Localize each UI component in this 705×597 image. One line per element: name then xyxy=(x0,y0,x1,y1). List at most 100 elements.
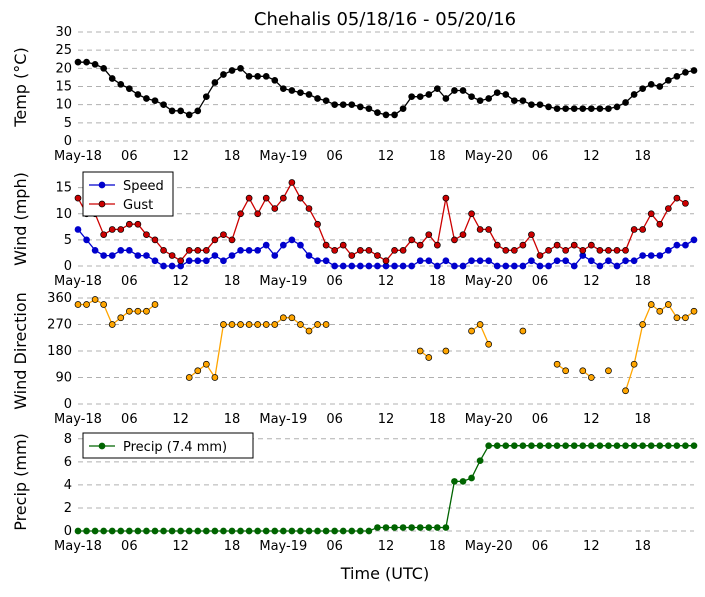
data-point-precip xyxy=(545,442,552,450)
data-point-gust xyxy=(143,231,150,239)
legend-label-precip: Precip (7.4 mm) xyxy=(123,440,227,455)
data-point-speed xyxy=(587,257,595,265)
data-point-precip xyxy=(314,527,321,535)
y-tick-label: 10 xyxy=(55,207,72,222)
legend-box xyxy=(82,171,174,217)
panel-4: 0 2 4 6 8 May-18 06 12 18 May-19 06 12 18 May-20 06 12 1… xyxy=(11,432,698,554)
data-point-temp xyxy=(391,111,398,119)
x-tick-label: 18 xyxy=(634,539,651,554)
data-point-direction xyxy=(416,347,424,355)
data-point-direction xyxy=(425,354,433,361)
data-point-temp xyxy=(356,103,364,111)
data-point-precip xyxy=(408,524,416,531)
data-point-precip xyxy=(562,442,570,450)
data-point-temp xyxy=(254,72,262,80)
data-point-gust xyxy=(451,236,458,244)
data-point-precip xyxy=(459,478,467,485)
data-point-speed xyxy=(502,262,510,270)
data-point-precip xyxy=(502,442,510,450)
x-tick-label: May-19 xyxy=(259,412,307,427)
data-point-precip xyxy=(125,527,133,535)
data-point-gust xyxy=(579,246,587,254)
data-point-gust xyxy=(348,252,356,259)
data-point-direction xyxy=(228,321,236,328)
x-tick-label: May-19 xyxy=(259,149,307,164)
data-point-precip xyxy=(288,527,296,535)
data-point-temp xyxy=(579,105,587,113)
data-point-precip xyxy=(536,442,544,450)
y-tick-label: 10 xyxy=(55,98,72,113)
x-tick-label: 12 xyxy=(378,274,395,289)
data-point-precip xyxy=(202,527,210,535)
x-tick-label: 06 xyxy=(532,274,549,289)
data-point-speed xyxy=(553,257,561,265)
legend-marker-precip xyxy=(98,442,106,450)
data-point-temp xyxy=(143,95,150,102)
data-point-speed xyxy=(262,241,270,249)
data-point-gust xyxy=(125,220,133,228)
data-point-gust xyxy=(639,226,647,233)
x-tick-label: May-19 xyxy=(259,274,307,289)
x-tick-label: 18 xyxy=(634,412,651,427)
data-point-precip xyxy=(485,442,493,450)
data-point-temp xyxy=(613,103,621,111)
data-point-gust xyxy=(408,236,416,244)
data-point-direction xyxy=(91,296,99,303)
data-point-gust xyxy=(553,241,561,249)
data-point-gust xyxy=(528,231,535,239)
data-point-direction xyxy=(605,367,612,375)
data-point-temp xyxy=(647,80,655,88)
data-point-speed xyxy=(664,246,672,254)
data-point-temp xyxy=(605,105,612,113)
data-point-precip xyxy=(134,527,142,535)
data-point-precip xyxy=(331,527,339,535)
data-point-speed xyxy=(288,236,296,244)
data-point-temp xyxy=(476,97,484,105)
data-point-gust xyxy=(425,231,433,239)
x-tick-label: 06 xyxy=(121,412,138,427)
data-point-temp xyxy=(91,60,99,68)
data-point-speed xyxy=(613,262,621,270)
data-point-speed xyxy=(74,226,82,233)
x-axis-label: Time (UTC) xyxy=(340,564,429,583)
x-tick-label: 18 xyxy=(429,149,446,164)
data-point-precip xyxy=(570,442,578,450)
data-point-direction xyxy=(237,321,244,328)
y-tick-label: 15 xyxy=(55,80,72,95)
data-point-direction xyxy=(202,360,210,368)
x-tick-label: 12 xyxy=(172,149,189,164)
data-point-temp xyxy=(100,64,108,72)
data-point-direction xyxy=(630,360,638,368)
data-point-precip xyxy=(596,442,604,450)
data-point-precip xyxy=(493,442,501,450)
data-point-precip xyxy=(391,524,398,531)
data-point-speed xyxy=(185,257,193,265)
data-point-speed xyxy=(459,262,467,270)
data-point-speed xyxy=(519,262,527,270)
data-point-temp xyxy=(639,85,647,93)
data-point-speed xyxy=(485,257,493,265)
data-point-speed xyxy=(510,262,518,270)
data-point-precip xyxy=(271,527,279,535)
data-point-speed xyxy=(279,241,287,249)
data-point-speed xyxy=(194,257,202,265)
data-point-speed xyxy=(108,252,116,259)
data-point-temp xyxy=(108,75,116,82)
x-tick-label: 06 xyxy=(326,539,343,554)
data-point-temp xyxy=(74,58,82,66)
data-point-precip xyxy=(365,527,373,535)
data-point-temp xyxy=(416,93,424,101)
x-tick-label: 06 xyxy=(326,412,343,427)
data-point-temp xyxy=(237,64,244,72)
data-point-direction xyxy=(143,307,150,315)
data-point-direction xyxy=(134,307,142,315)
data-point-gust xyxy=(536,252,544,259)
data-point-temp xyxy=(194,107,202,115)
x-tick-label: 12 xyxy=(583,274,600,289)
data-point-speed xyxy=(254,246,262,254)
x-tick-label: 06 xyxy=(121,274,138,289)
data-point-speed xyxy=(570,262,578,270)
data-point-temp xyxy=(425,91,433,98)
data-point-speed xyxy=(151,257,159,265)
data-point-direction xyxy=(254,321,262,328)
